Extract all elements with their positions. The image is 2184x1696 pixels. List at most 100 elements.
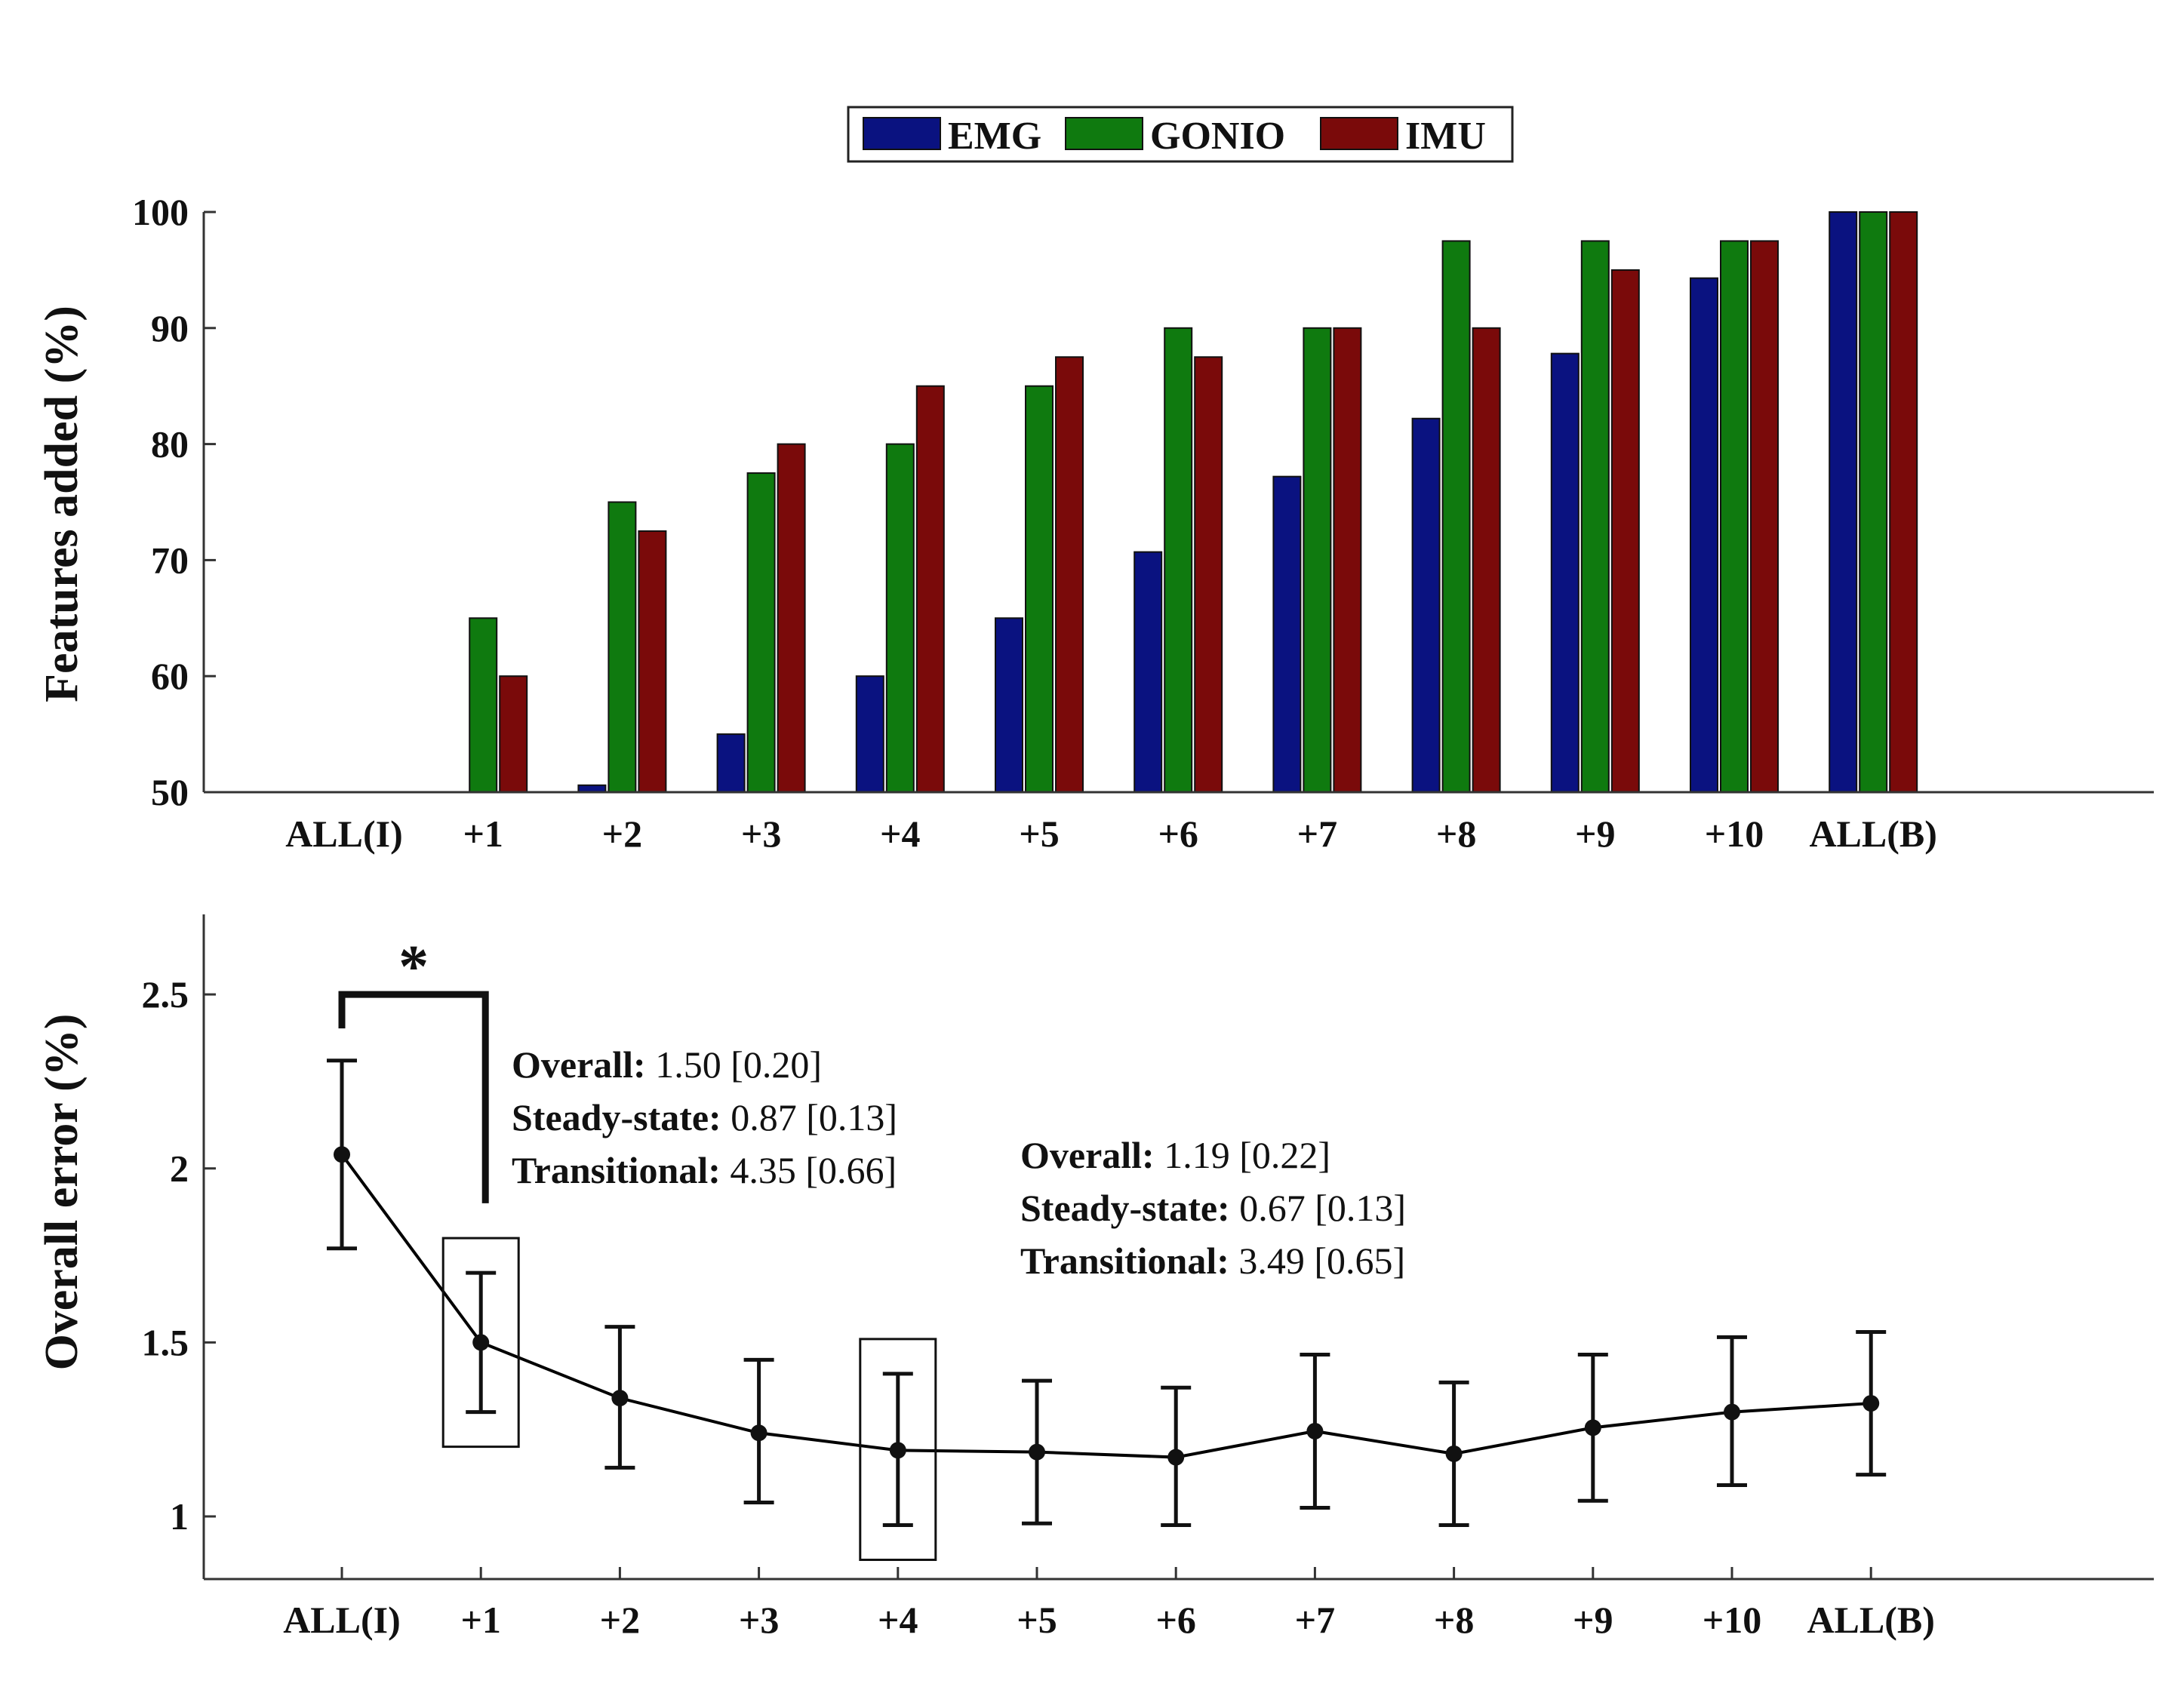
bar-gonio-6 (1164, 327, 1193, 793)
data-point-9 (1584, 1419, 1601, 1436)
bar-chart: EMG GONIO IMU Features added (%) 50 60 70 8… (36, 106, 2154, 855)
x-axis: ALL(I) +1 +2 +3 +4 +5 +6 +7 +8 +9 +10 ALL(B) (283, 1567, 1935, 1641)
x-tick-label-1: +1 (463, 813, 503, 855)
x-tick-label-9: +9 (1573, 1599, 1613, 1641)
annotation-value: 1.50 [0.20] (655, 1043, 822, 1086)
y-tick-label: 50 (151, 771, 189, 813)
y-tick-label: 2.5 (142, 973, 189, 1015)
significance-star: * (398, 934, 429, 1000)
annotation-value: 0.87 [0.13] (731, 1096, 897, 1138)
data-point-2 (611, 1390, 629, 1407)
y-axis: 50 60 70 80 90 100 (132, 191, 216, 813)
bar-imu-all-b (1889, 211, 1918, 793)
svg-text:Transitional: 3.49 [0.65]: Transitional: 3.49 [0.65] (1020, 1240, 1405, 1282)
data-point-5 (1029, 1443, 1045, 1461)
legend-swatch-imu (1320, 117, 1398, 150)
svg-text:Transitional: 4.35 [0.66]: Transitional: 4.35 [0.66] (512, 1149, 897, 1191)
x-tick-label-2: +2 (600, 1599, 641, 1641)
y-tick-label: 1 (170, 1495, 189, 1538)
bar-imu-6 (1194, 356, 1223, 793)
bar-imu-7 (1333, 327, 1362, 793)
bar-gonio-3 (746, 472, 776, 793)
x-tick-label-3: +3 (741, 813, 782, 855)
data-point-4 (889, 1442, 906, 1459)
bar-gonio-1 (469, 617, 498, 793)
legend: EMG GONIO IMU (847, 106, 1514, 163)
x-axis: ALL(I) +1 +2 +3 +4 +5 +6 +7 +8 +9 +10 ALL(B) (285, 813, 1937, 855)
y-tick-label: 60 (151, 655, 189, 697)
line-series (327, 1058, 1887, 1528)
bar-gonio-5 (1025, 385, 1054, 793)
legend-box (847, 106, 1514, 163)
bar-gonio-10 (1720, 240, 1749, 793)
bars (469, 211, 1918, 794)
y-tick-label: 100 (132, 191, 189, 233)
x-tick-label-8: +8 (1434, 1599, 1475, 1641)
y-axis-title: Features added (%) (36, 306, 88, 702)
x-tick-label-1: +1 (460, 1599, 501, 1641)
legend-label-imu: IMU (1405, 115, 1486, 158)
y-tick-label: 1.5 (142, 1321, 189, 1363)
bar-imu-1 (499, 675, 528, 794)
x-tick-label-all-b: ALL(B) (1807, 1599, 1934, 1641)
svg-text:Overall: 1.50 [0.20]: Overall: 1.50 [0.20] (512, 1043, 822, 1086)
bar-emg-6 (1134, 551, 1163, 793)
svg-text:Overall: 1.19 [0.22]: Overall: 1.19 [0.22] (1020, 1134, 1330, 1176)
bar-emg-9 (1550, 352, 1580, 793)
x-tick-label-7: +7 (1297, 813, 1338, 855)
data-point-8 (1445, 1445, 1463, 1462)
highlight-boxes (441, 1237, 937, 1562)
bar-imu-9 (1610, 269, 1640, 793)
x-tick-label-9: +9 (1575, 813, 1616, 855)
bar-imu-2 (638, 530, 667, 793)
annotation-label: Overall: (1020, 1134, 1155, 1176)
bar-imu-10 (1750, 240, 1779, 793)
bar-imu-4 (915, 385, 945, 793)
bar-emg-7 (1272, 475, 1302, 793)
significance-bracket: * (338, 934, 489, 1203)
y-axis: 1 1.5 2 2.5 (142, 973, 216, 1538)
bar-gonio-7 (1303, 327, 1332, 793)
x-tick-label-6: +6 (1158, 813, 1198, 855)
data-point-10 (1724, 1403, 1740, 1421)
bar-emg-all-b (1829, 211, 1858, 793)
bar-gonio-all-b (1859, 211, 1888, 793)
highlight-box-1 (441, 1237, 520, 1449)
x-tick-label-7: +7 (1295, 1599, 1336, 1641)
x-tick-label-4: +4 (878, 1599, 918, 1641)
bar-emg-5 (995, 617, 1023, 793)
annotation-label: Steady-state: (1020, 1187, 1230, 1229)
x-tick-label-8: +8 (1436, 813, 1477, 855)
annotation-value: 0.67 [0.13] (1239, 1187, 1406, 1229)
x-tick-label-10: +10 (1705, 813, 1764, 855)
data-point-7 (1306, 1422, 1324, 1439)
y-tick-label: 80 (151, 423, 189, 465)
x-tick-label-2: +2 (602, 813, 643, 855)
data-point-1 (472, 1334, 490, 1351)
y-tick-label: 70 (151, 539, 189, 581)
bar-gonio-8 (1441, 240, 1471, 793)
line-chart: Overall error (%) 1 1.5 2 2.5 ALL(I) +1 +2 +3 +… (36, 914, 2154, 1641)
bar-emg-8 (1411, 417, 1441, 793)
annotation-label: Steady-state: (512, 1096, 721, 1138)
bar-imu-3 (777, 443, 806, 793)
annotation-plus4: Overall: 1.19 [0.22] Steady-state: 0.67 … (1020, 1134, 1406, 1282)
y-axis-title: Overall error (%) (36, 1014, 88, 1371)
annotation-value: 4.35 [0.66] (730, 1149, 897, 1191)
x-tick-label-5: +5 (1019, 813, 1060, 855)
x-tick-label-6: +6 (1155, 1599, 1196, 1641)
bar-gonio-4 (885, 443, 915, 793)
data-point-all-b (1863, 1395, 1880, 1412)
bar-emg-3 (716, 733, 746, 793)
svg-text:Steady-state: 0.87 [0.13]: Steady-state: 0.87 [0.13] (512, 1096, 897, 1138)
annotation-plus1: Overall: 1.50 [0.20] Steady-state: 0.87 … (512, 1043, 897, 1191)
svg-text:Steady-state: 0.67 [0.13]: Steady-state: 0.67 [0.13] (1020, 1187, 1406, 1229)
annotation-value: 1.19 [0.22] (1164, 1134, 1330, 1176)
significance-bracket-line (338, 991, 489, 1203)
y-tick-label: 90 (151, 307, 189, 349)
y-tick-label: 2 (170, 1148, 189, 1190)
x-tick-label-all-b: ALL(B) (1809, 813, 1936, 855)
bar-emg-4 (855, 675, 884, 794)
x-tick-label-4: +4 (880, 813, 921, 855)
